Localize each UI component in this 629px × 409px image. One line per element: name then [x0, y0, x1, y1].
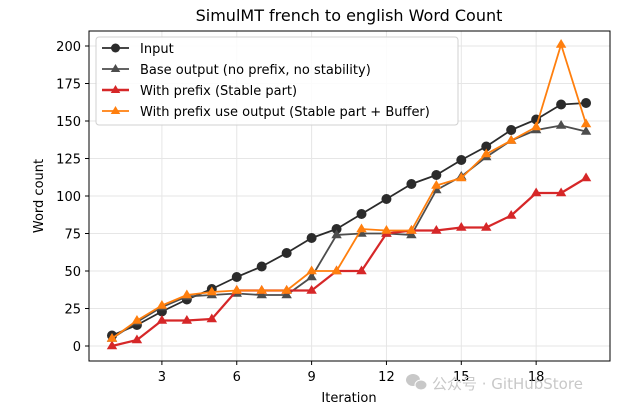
- data-point: [356, 265, 367, 275]
- data-point: [331, 229, 342, 239]
- data-point: [555, 187, 567, 197]
- legend-marker-icon: [110, 106, 121, 114]
- series-2: [106, 172, 592, 350]
- data-point: [556, 99, 567, 110]
- data-point: [231, 285, 242, 294]
- data-point: [206, 286, 218, 296]
- legend-item: With prefix use output (Stable part + Bu…: [102, 105, 430, 120]
- data-point: [481, 148, 492, 158]
- data-point: [331, 265, 342, 275]
- chart-title: SimulMT french to english Word Count: [196, 6, 503, 25]
- data-point: [181, 315, 193, 324]
- data-point: [306, 265, 317, 275]
- data-point: [431, 170, 442, 180]
- data-point: [306, 271, 317, 281]
- data-point: [131, 315, 143, 324]
- y-tick-label: 100: [56, 190, 81, 205]
- legend-item: Base output (no prefix, no stability): [102, 63, 371, 78]
- data-point: [231, 272, 242, 282]
- data-point: [131, 334, 143, 344]
- watermark: 公众号 · GitHubStore: [406, 374, 583, 393]
- series-line: [111, 177, 587, 348]
- y-tick-label: 50: [64, 265, 81, 280]
- legend-marker-icon: [110, 85, 121, 93]
- series-line: [111, 124, 587, 340]
- data-point: [431, 180, 442, 189]
- data-point: [381, 194, 392, 204]
- data-point: [505, 135, 517, 144]
- data-point: [481, 222, 492, 231]
- data-point: [456, 222, 467, 231]
- data-point: [555, 39, 567, 48]
- data-point: [281, 285, 292, 294]
- data-point: [530, 121, 542, 131]
- data-point: [580, 172, 592, 182]
- legend-item: Input: [102, 42, 174, 57]
- data-point: [555, 120, 567, 129]
- y-axis-ticks: 0 25 50 75 100 125 150 175 200: [56, 40, 89, 355]
- data-point: [431, 225, 442, 234]
- y-tick-label: 200: [56, 40, 81, 55]
- data-point: [381, 225, 392, 234]
- data-point: [156, 300, 168, 309]
- watermark-text: 公众号 · GitHubStore: [432, 375, 583, 393]
- data-point: [331, 224, 342, 234]
- data-point: [256, 289, 267, 299]
- data-point: [406, 179, 417, 189]
- legend-box: [95, 36, 459, 126]
- data-point: [156, 315, 168, 324]
- legend-label: With prefix use output (Stable part + Bu…: [140, 105, 430, 120]
- x-axis-ticks: 3 6 9 12 15 18: [158, 361, 545, 385]
- legend-marker-icon: [111, 43, 120, 53]
- data-point: [580, 126, 592, 135]
- data-point: [356, 223, 367, 233]
- legend-item: With prefix (Stable part): [102, 84, 297, 99]
- series-3: [106, 39, 592, 342]
- x-tick-label: 3: [158, 370, 166, 385]
- legend-label: Input: [140, 42, 174, 57]
- data-point: [206, 313, 218, 323]
- x-tick-label: 12: [378, 370, 395, 385]
- data-point: [306, 233, 317, 243]
- data-point: [281, 289, 292, 299]
- y-tick-label: 175: [56, 78, 81, 93]
- x-tick-label: 15: [453, 370, 470, 385]
- data-point: [306, 285, 317, 294]
- wechat-icon: [406, 374, 428, 391]
- data-point: [256, 261, 267, 272]
- legend-label: With prefix (Stable part): [140, 84, 297, 99]
- data-point: [506, 125, 517, 135]
- legend: Input Base output (no prefix, no stabilit…: [95, 36, 459, 126]
- data-point: [181, 289, 193, 299]
- data-point: [406, 225, 417, 234]
- y-axis-label: Word count: [32, 159, 47, 233]
- data-point: [106, 333, 118, 342]
- y-tick-label: 75: [64, 228, 81, 243]
- data-point: [406, 229, 417, 239]
- data-point: [356, 209, 367, 219]
- x-tick-label: 6: [233, 370, 241, 385]
- data-point: [530, 187, 542, 197]
- y-tick-label: 25: [64, 303, 81, 318]
- data-point: [456, 172, 467, 182]
- series-0: [107, 98, 592, 341]
- y-tick-label: 125: [56, 153, 81, 168]
- data-point: [256, 285, 267, 294]
- series-group: [106, 39, 592, 350]
- y-tick-label: 0: [73, 340, 81, 355]
- legend-marker-icon: [110, 64, 121, 72]
- data-point: [281, 248, 292, 258]
- data-point: [481, 141, 492, 152]
- y-tick-label: 150: [56, 115, 81, 130]
- data-point: [106, 340, 118, 350]
- data-point: [581, 98, 592, 108]
- data-point: [456, 155, 467, 165]
- legend-label: Base output (no prefix, no stability): [140, 63, 371, 78]
- data-point: [505, 210, 517, 219]
- x-axis-label: Iteration: [321, 391, 376, 406]
- x-tick-label: 9: [307, 370, 315, 385]
- data-point: [580, 118, 592, 128]
- x-tick-label: 18: [528, 370, 545, 385]
